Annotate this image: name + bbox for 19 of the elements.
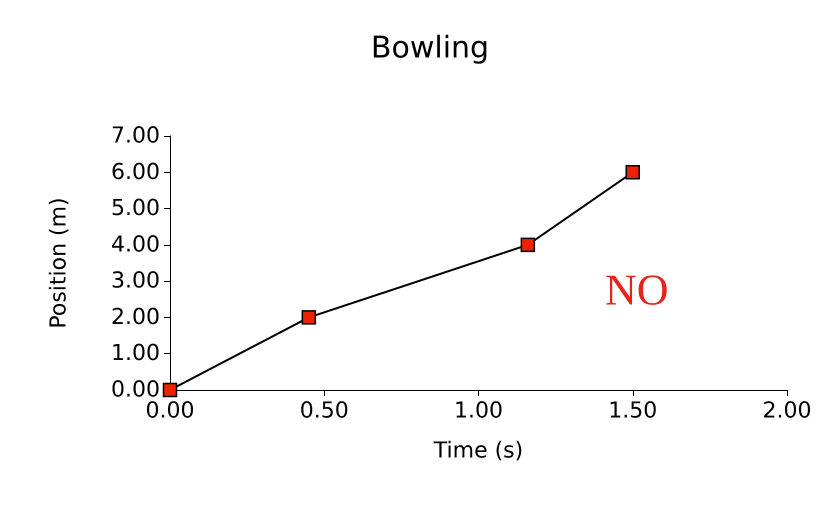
x-tick-label: 0.50	[300, 398, 349, 424]
point	[626, 165, 640, 180]
chart-title: Bowling	[370, 30, 490, 66]
y-tick-label: 7.00	[111, 124, 160, 148]
y-tick-label: 4.00	[111, 232, 160, 258]
y-tick-label: 6.00	[111, 160, 160, 185]
point	[302, 310, 316, 325]
x-tick-label: 2.00	[762, 398, 812, 424]
point	[162, 382, 178, 398]
x-axis-title: Time (s)	[432, 438, 524, 464]
x-tick-label: 1.00	[454, 398, 503, 424]
point	[520, 238, 536, 252]
y-tick-label: 1.00	[111, 341, 160, 366]
y-tick-label: 3.00	[111, 268, 160, 294]
y-tick-label: 2.00	[111, 304, 160, 330]
annotation: NO	[605, 266, 669, 314]
y-axis-title: Position (m)	[46, 197, 72, 329]
x-tick-label: 1.50	[608, 398, 658, 424]
y-tick-label: 5.00	[111, 196, 160, 222]
